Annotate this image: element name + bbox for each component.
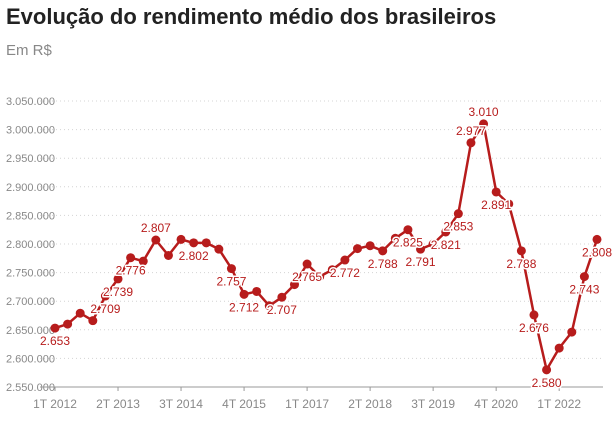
y-tick-label: 2.550.000 [6, 382, 55, 394]
data-point [277, 292, 287, 302]
data-label: 2.891 [481, 198, 511, 212]
y-tick-label: 2.750.000 [6, 268, 55, 280]
data-point [138, 256, 148, 266]
data-point [567, 327, 577, 337]
data-label: 2.653 [40, 334, 70, 348]
data-label: 2.772 [330, 266, 360, 280]
x-tick-label: 3T 2014 [159, 397, 203, 411]
data-point [529, 310, 539, 320]
chart-title: Evolução do rendimento médio dos brasile… [6, 4, 497, 29]
data-point [428, 239, 438, 249]
y-tick-label: 2.600.000 [6, 353, 55, 365]
data-point [113, 274, 123, 284]
data-label: 2.791 [406, 255, 436, 269]
data-label: 2.853 [443, 220, 473, 234]
data-label: 2.808 [582, 245, 612, 259]
data-label: 2.743 [569, 283, 599, 297]
data-point [516, 246, 526, 256]
data-point [163, 250, 173, 260]
data-point [315, 272, 325, 282]
data-label: 2.707 [267, 303, 297, 317]
y-tick-label: 2.700.000 [6, 296, 55, 308]
data-point [542, 365, 552, 375]
x-tick-label: 4T 2015 [222, 397, 266, 411]
data-label: 2.788 [368, 257, 398, 271]
data-label: 2.580 [532, 376, 562, 390]
x-tick-label: 4T 2020 [474, 397, 518, 411]
data-label: 2.709 [90, 302, 120, 316]
data-point [63, 319, 73, 329]
data-point [100, 291, 110, 301]
data-label: 2.977 [456, 124, 486, 138]
y-tick-label: 2.650.000 [6, 325, 55, 337]
data-point [353, 244, 363, 254]
data-point [302, 259, 312, 269]
data-point [504, 199, 514, 209]
data-label: 2.757 [216, 275, 246, 289]
data-point [378, 246, 388, 256]
y-tick-label: 3.050.000 [6, 96, 55, 108]
point-layer [50, 119, 602, 375]
data-label: 2.807 [141, 221, 171, 235]
y-tick-label: 3.000.000 [6, 125, 55, 137]
data-point [479, 119, 489, 129]
data-point [151, 235, 161, 245]
y-tick-label: 2.950.000 [6, 153, 55, 165]
data-label: 2.825 [393, 236, 423, 250]
series-line [54, 122, 599, 372]
label-layer: 2.653 2.709 2.739 2.776 2.807 2.802 2.757 2.712… [38, 103, 613, 391]
y-tick-label: 2.800.000 [6, 239, 55, 251]
data-label: 2.788 [506, 257, 536, 271]
x-tick-label: 3T 2019 [411, 397, 455, 411]
data-label: 2.739 [103, 285, 133, 299]
data-point [554, 343, 564, 353]
data-label: 2.712 [229, 300, 259, 314]
data-point [403, 225, 413, 235]
axis-layer: 2.550.000 2.600.000 2.650.000 2.700.000 2.75… [6, 96, 603, 411]
data-label: 2.765 [292, 270, 322, 284]
chart-subtitle: Em R$ [6, 42, 52, 59]
data-point [289, 280, 299, 290]
data-label: 2.776 [116, 264, 146, 278]
data-point [466, 138, 476, 148]
x-tick-label: 1T 2012 [33, 397, 77, 411]
data-point [176, 234, 186, 244]
data-point [441, 227, 451, 237]
data-point [252, 286, 262, 296]
data-point [327, 265, 337, 275]
data-label: 3.010 [469, 105, 499, 119]
x-tick-label: 1T 2022 [537, 397, 581, 411]
data-point [50, 323, 60, 333]
data-point [592, 234, 602, 244]
data-point [75, 308, 85, 318]
data-point [214, 244, 224, 254]
data-label: 2.802 [179, 249, 209, 263]
y-tick-label: 2.850.000 [6, 210, 55, 222]
x-tick-label: 2T 2013 [96, 397, 140, 411]
data-label: 2.821 [431, 238, 461, 252]
data-point [365, 241, 375, 251]
data-point [239, 289, 249, 299]
line-layer [54, 122, 599, 372]
data-point [579, 272, 589, 282]
data-point [201, 238, 211, 248]
data-point [226, 264, 236, 274]
y-tick-label: 2.900.000 [6, 182, 55, 194]
data-point [453, 209, 463, 219]
x-tick-label: 2T 2018 [348, 397, 392, 411]
data-point [416, 244, 426, 254]
data-point [126, 253, 136, 263]
data-point [189, 238, 199, 248]
data-point [340, 255, 350, 265]
data-point [390, 233, 400, 243]
data-label: 2.676 [519, 321, 549, 335]
x-tick-label: 1T 2017 [285, 397, 329, 411]
data-point [491, 187, 501, 197]
data-point [88, 316, 98, 326]
data-point [264, 301, 274, 311]
